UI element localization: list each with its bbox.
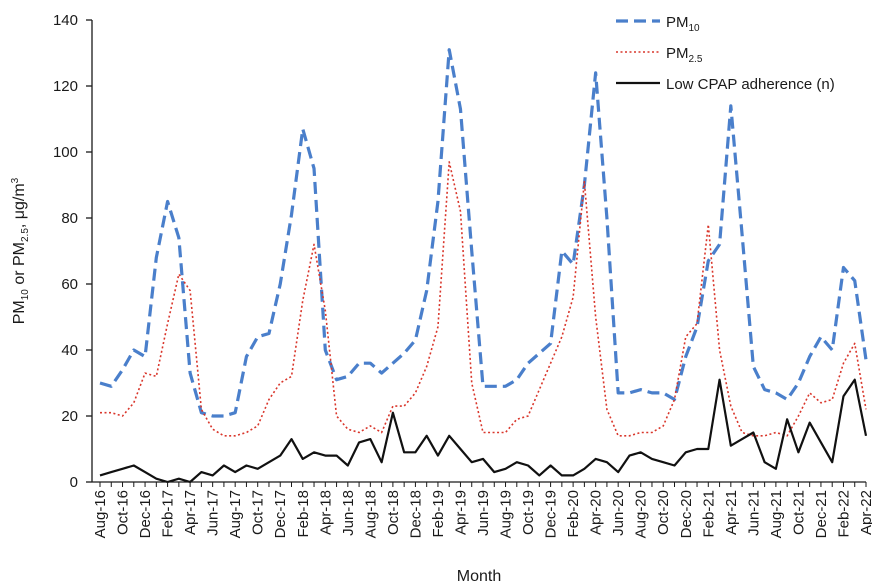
x-tick-label: Apr-18: [317, 490, 334, 535]
x-ticks: Aug-16 Oct-16 Dec-16 Feb-17 Apr-17 Jun-17 Aug-…: [92, 482, 872, 538]
x-tick-label: Jun-17: [205, 490, 222, 536]
legend-label-pm10-sub: 10: [689, 23, 701, 34]
x-axis-title: Month: [457, 568, 501, 585]
y-title-main: PM: [11, 300, 28, 324]
y-tick-label: 100: [53, 144, 78, 161]
x-tick-label: Aug-17: [227, 490, 244, 538]
x-tick-label: Apr-19: [452, 490, 469, 535]
legend-item-cpap: Low CPAP adherence (n): [616, 76, 835, 93]
series-pm10: [99, 48, 868, 418]
y-tick-label: 0: [70, 474, 78, 491]
y-title-mid: or PM: [11, 242, 28, 289]
x-tick-label: Jun-20: [610, 490, 627, 536]
x-tick-label: Dec-20: [678, 490, 695, 538]
x-tick-label: Oct-17: [250, 490, 267, 535]
x-tick-label: Feb-17: [160, 490, 177, 538]
x-tick-label: Aug-20: [633, 490, 650, 538]
series-layer: [99, 48, 868, 484]
legend-label-pm25-main: PM: [666, 45, 689, 62]
x-tick-label: Apr-20: [588, 490, 605, 535]
series-pm2-5: [100, 161, 867, 437]
x-tick-label: Oct-18: [385, 490, 402, 535]
x-tick-label: Oct-16: [115, 490, 132, 535]
x-tick-label: Dec-21: [813, 490, 830, 538]
legend-label-pm10: PM10: [666, 14, 700, 34]
legend: PM10 PM2.5 Low CPAP adherence (n): [616, 14, 835, 93]
x-tick-label: Apr-17: [182, 490, 199, 535]
x-tick-label: Feb-18: [295, 490, 312, 538]
x-tick-label: Feb-22: [835, 490, 852, 538]
series-line-low-cpap-adherence-n: [99, 378, 868, 484]
legend-item-pm25: PM2.5: [616, 45, 703, 65]
y-title-sub2: 2.5: [20, 228, 31, 242]
series-line-pm10: [99, 48, 868, 418]
y-tick-label: 140: [53, 12, 78, 29]
y-tick-label: 120: [53, 78, 78, 95]
series-line-pm2-5: [100, 161, 867, 437]
y-tick-label: 80: [61, 210, 78, 227]
x-tick-label: Aug-18: [362, 490, 379, 538]
x-tick-label: Feb-21: [700, 490, 717, 538]
legend-label-cpap: Low CPAP adherence (n): [666, 76, 835, 93]
plot-area: 0 20 40 60 80 100 120 140 Aug-16 Oct-16 Dec-16 Feb…: [53, 12, 872, 538]
y-title-sup: 3: [10, 177, 21, 183]
x-tick-label: Oct-20: [655, 490, 672, 535]
x-tick-label: Aug-19: [498, 490, 515, 538]
x-tick-label: Apr-22: [858, 490, 872, 535]
x-tick-label: Oct-21: [790, 490, 807, 535]
y-title-unit: , μg/m: [11, 183, 28, 228]
x-tick-label: Feb-19: [430, 490, 447, 538]
x-tick-label: Jun-18: [340, 490, 357, 536]
y-ticks: 0 20 40 60 80 100 120 140: [53, 12, 92, 491]
x-tick-label: Dec-16: [137, 490, 154, 538]
x-tick-label: Aug-16: [92, 490, 109, 538]
y-axis-title: PM10 or PM2.5, μg/m3: [10, 177, 31, 324]
x-tick-label: Jun-21: [745, 490, 762, 536]
y-tick-label: 60: [61, 276, 78, 293]
legend-item-pm10: PM10: [616, 14, 700, 34]
legend-label-pm10-main: PM: [666, 14, 689, 31]
x-tick-label: Jun-19: [475, 490, 492, 536]
x-tick-label: Feb-20: [565, 490, 582, 538]
legend-label-pm25: PM2.5: [666, 45, 703, 65]
x-tick-label: Dec-17: [272, 490, 289, 538]
y-tick-label: 20: [61, 408, 78, 425]
x-tick-label: Apr-21: [723, 490, 740, 535]
series-low-cpap-adherence-n: [99, 378, 868, 484]
x-tick-label: Dec-18: [407, 490, 424, 538]
y-title-sub1: 10: [20, 289, 31, 301]
y-tick-label: 40: [61, 342, 78, 359]
x-tick-label: Oct-19: [520, 490, 537, 535]
x-tick-label: Dec-19: [543, 490, 560, 538]
legend-label-pm25-sub: 2.5: [689, 54, 703, 65]
x-tick-label: Aug-21: [768, 490, 785, 538]
